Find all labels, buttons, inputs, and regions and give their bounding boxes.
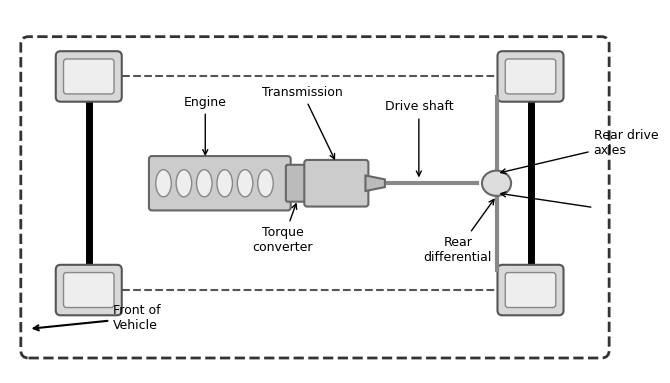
Ellipse shape xyxy=(237,170,253,197)
Text: Rear
differential: Rear differential xyxy=(423,200,494,264)
FancyBboxPatch shape xyxy=(304,160,368,206)
FancyBboxPatch shape xyxy=(64,59,114,94)
Ellipse shape xyxy=(155,170,172,197)
Text: Transmission: Transmission xyxy=(262,86,343,159)
Ellipse shape xyxy=(217,170,232,197)
Ellipse shape xyxy=(258,170,273,197)
FancyBboxPatch shape xyxy=(149,156,291,210)
Text: Rear drive
axles: Rear drive axles xyxy=(500,129,658,174)
Text: Engine: Engine xyxy=(184,96,226,155)
FancyBboxPatch shape xyxy=(505,273,555,308)
Ellipse shape xyxy=(176,170,192,197)
FancyBboxPatch shape xyxy=(64,273,114,308)
FancyBboxPatch shape xyxy=(498,51,563,102)
FancyBboxPatch shape xyxy=(505,59,555,94)
Text: Front of
Vehicle: Front of Vehicle xyxy=(34,304,161,332)
Ellipse shape xyxy=(482,171,511,196)
FancyBboxPatch shape xyxy=(498,265,563,315)
Polygon shape xyxy=(365,175,385,191)
FancyBboxPatch shape xyxy=(56,265,122,315)
Text: Torque
converter: Torque converter xyxy=(253,204,313,254)
FancyBboxPatch shape xyxy=(56,51,122,102)
Text: Drive shaft: Drive shaft xyxy=(385,100,453,176)
Ellipse shape xyxy=(196,170,212,197)
FancyBboxPatch shape xyxy=(286,165,309,202)
